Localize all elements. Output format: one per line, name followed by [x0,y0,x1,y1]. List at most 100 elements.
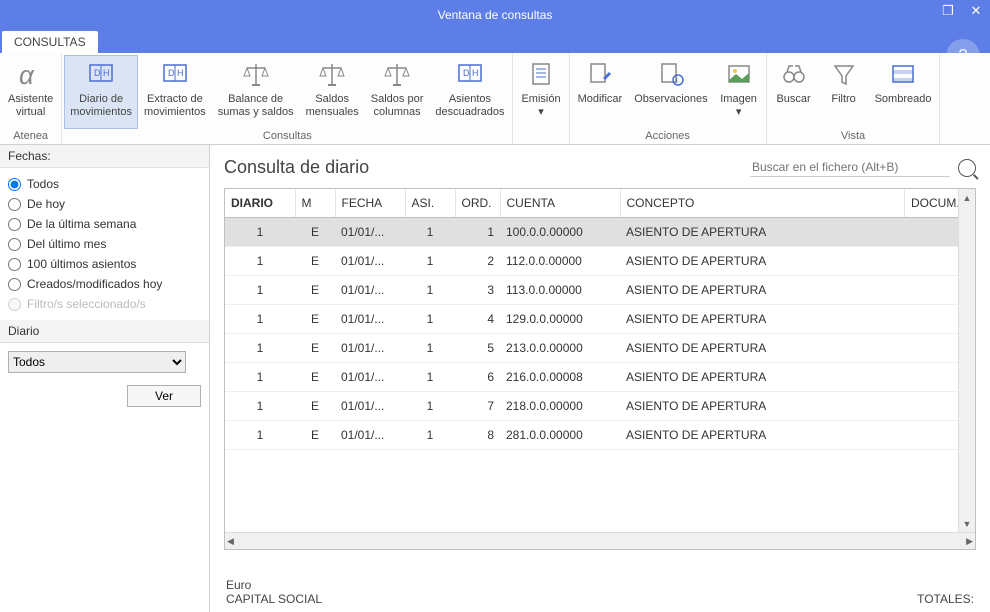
cell-ord: 1 [455,218,500,247]
ribbon-btn-label2: columnas [374,106,421,119]
table-row[interactable]: 1E01/01/...18281.0.0.00000ASIENTO DE APE… [225,421,975,450]
restore-button[interactable]: ❐ [934,0,962,22]
horizontal-scrollbar[interactable]: ◀ ▶ [225,532,975,549]
radio-input[interactable] [8,178,21,191]
col-header[interactable]: M [295,189,335,218]
scale3-icon [381,59,413,91]
sombreado-button[interactable]: Sombreado [869,55,938,129]
fecha-radio-4[interactable]: 100 últimos asientos [8,254,201,274]
radio-input[interactable] [8,278,21,291]
asientos-descuadrados-button[interactable]: D HAsientosdescuadrados [429,55,510,129]
cell-cuenta: 218.0.0.00000 [500,392,620,421]
radio-input[interactable] [8,218,21,231]
table-row[interactable]: 1E01/01/...15213.0.0.00000ASIENTO DE APE… [225,334,975,363]
ribbon-btn-label: Buscar [776,93,810,106]
ribbon-btn-label: Imagen [720,93,757,106]
cell-m: E [295,392,335,421]
radio-input[interactable] [8,238,21,251]
ribbon-group: ModificariObservacionesImagen▾Acciones [570,53,767,144]
table-row[interactable]: 1E01/01/...14129.0.0.00000ASIENTO DE APE… [225,305,975,334]
doc-info-icon: i [655,59,687,91]
radio-input[interactable] [8,198,21,211]
fecha-radio-2[interactable]: De la última semana [8,214,201,234]
ribbon-btn-label: Asistente [8,93,53,106]
fecha-radio-1[interactable]: De hoy [8,194,201,214]
dh3-icon: D H [454,59,486,91]
scroll-up-icon[interactable]: ▲ [959,189,975,206]
radio-input[interactable] [8,258,21,271]
buscar-button[interactable]: Buscar [769,55,819,129]
doc-lines-icon [525,59,557,91]
emision-button[interactable]: Emisión▾ [515,55,566,141]
ribbon-group-label: Vista [769,129,938,144]
close-button[interactable]: ✕ [962,0,990,22]
radio-label: Todos [27,177,59,191]
cell-fecha: 01/01/... [335,392,405,421]
cell-concepto: ASIENTO DE APERTURA [620,305,905,334]
balance-sumas-saldos-button[interactable]: Balance desumas y saldos [212,55,300,129]
diario-select[interactable]: Todos [8,351,186,373]
tab-consultas[interactable]: CONSULTAS [2,31,98,53]
vertical-scrollbar[interactable]: ▲ ▼ [958,189,975,532]
col-header[interactable]: CONCEPTO [620,189,905,218]
cell-fecha: 01/01/... [335,276,405,305]
cell-fecha: 01/01/... [335,363,405,392]
currency-label: Euro [226,578,322,592]
table-row[interactable]: 1E01/01/...12112.0.0.00000ASIENTO DE APE… [225,247,975,276]
ribbon-btn-label: Filtro [831,93,855,106]
extracto-movimientos-button[interactable]: D HExtracto demovimientos [138,55,212,129]
saldos-mensuales-button[interactable]: Saldosmensuales [300,55,365,129]
cell-ord: 7 [455,392,500,421]
saldos-columnas-button[interactable]: Saldos porcolumnas [365,55,430,129]
cell-concepto: ASIENTO DE APERTURA [620,334,905,363]
svg-text:D H: D H [463,68,479,78]
scroll-down-icon[interactable]: ▼ [959,515,975,532]
asistente-virtual-button[interactable]: αAsistentevirtual [2,55,59,129]
window-title: Ventana de consultas [438,8,553,22]
cell-ord: 2 [455,247,500,276]
col-header[interactable]: ASI. [405,189,455,218]
ribbon-btn-label2: virtual [16,106,45,119]
scroll-right-icon[interactable]: ▶ [966,536,973,547]
ribbon-btn-label: Observaciones [634,93,707,106]
cell-concepto: ASIENTO DE APERTURA [620,421,905,450]
ribbon: αAsistentevirtualAteneaD HDiario demovim… [0,53,990,145]
search-input[interactable] [750,158,950,177]
radio-label: 100 últimos asientos [27,257,136,271]
diario-movimientos-button[interactable]: D HDiario demovimientos [64,55,138,129]
fechas-radio-list: Todos De hoyDe la última semanaDel último… [0,168,209,320]
table-row[interactable]: 1E01/01/...11100.0.0.00000ASIENTO DE APE… [225,218,975,247]
cell-fecha: 01/01/... [335,334,405,363]
filtro-button[interactable]: Filtro [819,55,869,129]
cell-cuenta: 213.0.0.00000 [500,334,620,363]
modificar-button[interactable]: Modificar [572,55,629,129]
help-icon[interactable]: ? [946,39,980,73]
fecha-radio-0[interactable]: Todos [8,174,201,194]
fecha-radio-3[interactable]: Del último mes [8,234,201,254]
svg-text:D H: D H [168,68,184,78]
col-header[interactable]: CUENTA [500,189,620,218]
scroll-left-icon[interactable]: ◀ [227,536,234,547]
cell-concepto: ASIENTO DE APERTURA [620,363,905,392]
fecha-radio-5[interactable]: Creados/modificados hoy [8,274,201,294]
table-row[interactable]: 1E01/01/...13113.0.0.00000ASIENTO DE APE… [225,276,975,305]
fechas-header: Fechas: [0,145,209,168]
footer: Euro CAPITAL SOCIAL TOTALES: [224,578,976,608]
imagen-button[interactable]: Imagen▾ [714,55,764,129]
cell-m: E [295,305,335,334]
col-header[interactable]: FECHA [335,189,405,218]
table-row[interactable]: 1E01/01/...17218.0.0.00000ASIENTO DE APE… [225,392,975,421]
ribbon-btn-label2: sumas y saldos [218,106,294,119]
ver-button[interactable]: Ver [127,385,201,407]
col-header[interactable]: ORD. [455,189,500,218]
search-icon[interactable] [958,159,976,177]
cell-asi: 1 [405,392,455,421]
cell-m: E [295,363,335,392]
observaciones-button[interactable]: i Observaciones [628,55,713,129]
data-grid[interactable]: DIARIOMFECHAASI.ORD.CUENTACONCEPTODOCUM.… [225,189,975,450]
entity-label: CAPITAL SOCIAL [226,592,322,606]
image-icon [723,59,755,91]
table-row[interactable]: 1E01/01/...16216.0.0.00008ASIENTO DE APE… [225,363,975,392]
ribbon-group-label: Consultas [64,129,510,144]
col-header[interactable]: DIARIO [225,189,295,218]
